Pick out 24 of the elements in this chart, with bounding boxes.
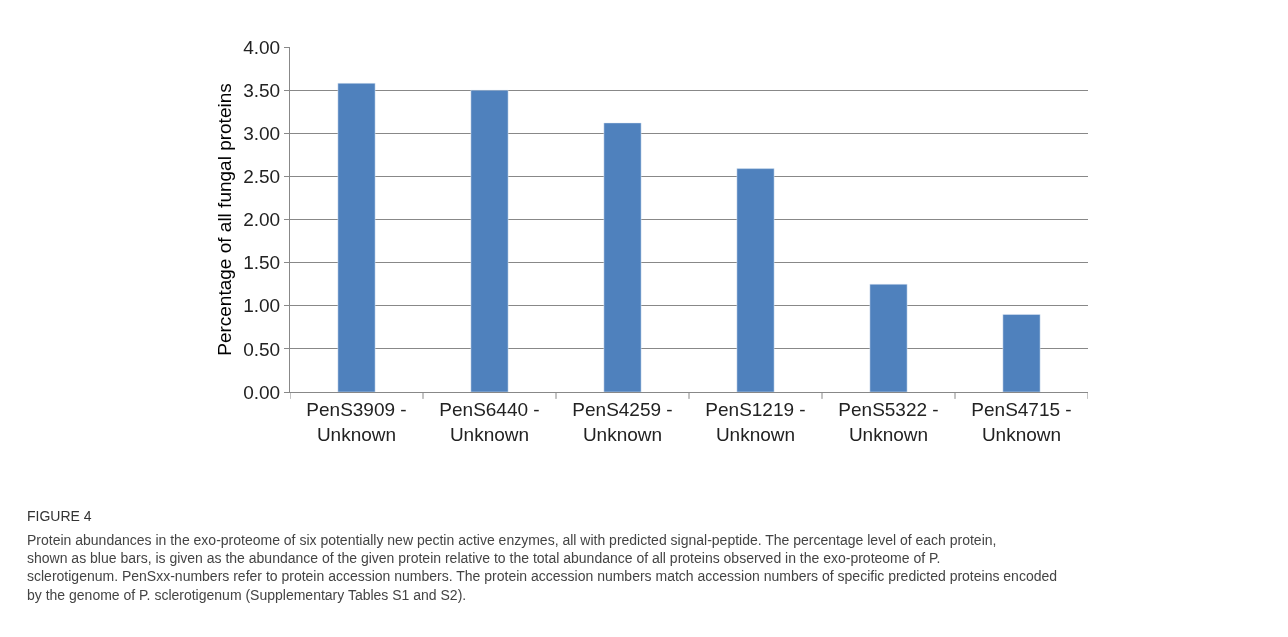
text: Protein abundances in the exo-proteome of six potentially new pectin active enzymes, all with predicted signal-peptide. The percentage level of each protein, shown as blue bars, is given as the abundance of the given protein relative to the total abundance of all proteins observed in the exo-proteome of P. sclerotigenum. PenSxx-numbers refer to protein accession numbers. The protein accession numbers match accession numbers of specific predicted proteins encoded by the genome of P. sclerotigenum (Supplementary Tables S1 and S2). bbox=[27, 532, 1058, 603]
bar bbox=[470, 89, 509, 392]
y-tick-label: 0.50 bbox=[243, 338, 281, 360]
x-tick-label: PenS1219 - Unknown bbox=[705, 398, 806, 445]
x-tick-label: PenS5322 - Unknown bbox=[838, 398, 939, 445]
y-tick-label: 4.00 bbox=[243, 36, 281, 58]
bar bbox=[337, 82, 376, 392]
caption: FIGURE 4 bbox=[27, 508, 92, 524]
y-tick-label: 1.00 bbox=[243, 295, 281, 317]
y-tick-label: 2.50 bbox=[243, 166, 281, 188]
y-tick-label: 3.00 bbox=[243, 122, 281, 144]
bar bbox=[603, 122, 642, 392]
x-tick-label: PenS4259 - Unknown bbox=[572, 398, 673, 445]
y-tick-label: 2.00 bbox=[243, 209, 281, 231]
y-tick-label: 0.00 bbox=[243, 381, 281, 403]
x-tick-label: PenS3909 - Unknown bbox=[306, 398, 407, 445]
x-tick-label: PenS4715 - Unknown bbox=[971, 398, 1072, 445]
y-tick-label: 1.50 bbox=[243, 252, 281, 274]
y-tick-label: 3.50 bbox=[243, 79, 281, 101]
bar bbox=[869, 283, 908, 392]
bar bbox=[1002, 314, 1041, 392]
x-tick-label: PenS6440 - Unknown bbox=[439, 398, 540, 445]
y-axis-title: Percentage of all fungal proteins bbox=[214, 83, 236, 356]
bar bbox=[736, 168, 775, 392]
